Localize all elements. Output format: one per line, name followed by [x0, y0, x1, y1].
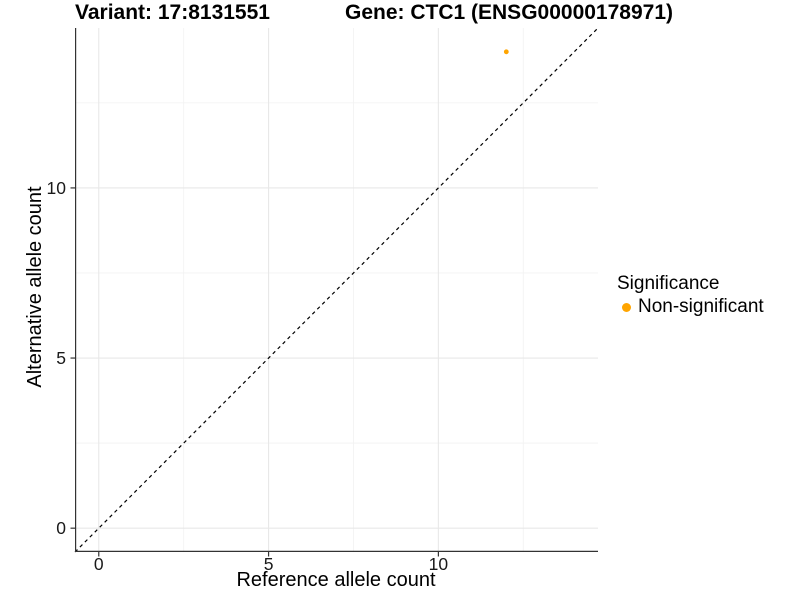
plot-title-variant: Variant: 17:8131551	[75, 1, 270, 24]
plot-title-gene: Gene: CTC1 (ENSG00000178971)	[345, 1, 673, 24]
legend-item-non-significant: Non-significant	[617, 296, 764, 318]
data-point	[503, 49, 509, 55]
identity-line	[74, 27, 599, 553]
legend-title: Significance	[617, 273, 720, 294]
y-tick-label: 10	[46, 177, 66, 198]
x-tick-label: 0	[93, 554, 104, 574]
legend: Significance Non-significant	[617, 273, 764, 318]
x-axis-title: Reference allele count	[236, 569, 436, 591]
y-tick-label: 0	[56, 518, 66, 539]
x-tick-label: 5	[263, 554, 274, 574]
legend-dot-icon	[622, 303, 631, 312]
y-tick-label: 5	[56, 348, 66, 369]
plot-panel	[70, 27, 599, 557]
legend-item-label: Non-significant	[638, 296, 764, 317]
x-tick-label: 10	[428, 554, 449, 574]
plot-area-svg	[70, 27, 599, 557]
